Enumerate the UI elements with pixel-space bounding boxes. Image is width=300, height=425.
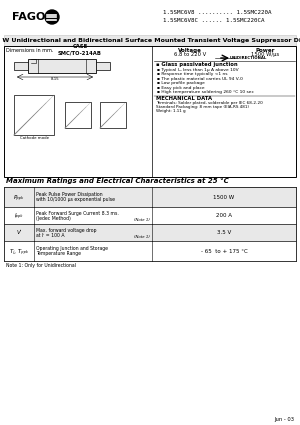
Text: (Jedec Method): (Jedec Method) xyxy=(36,215,71,221)
Text: Iₚₚₖ: Iₚₚₖ xyxy=(15,213,23,218)
Text: (Note 1): (Note 1) xyxy=(134,235,150,239)
Bar xyxy=(14,62,28,70)
Bar xyxy=(65,102,91,128)
Circle shape xyxy=(45,10,59,24)
Bar xyxy=(100,102,126,128)
Text: Pₚₚₖ: Pₚₚₖ xyxy=(14,195,24,199)
Bar xyxy=(0,0,300,35)
Text: Operating Junction and Storage: Operating Junction and Storage xyxy=(36,246,108,251)
Text: 1.5SMC6V8C ...... 1.5SMC220CA: 1.5SMC6V8C ...... 1.5SMC220CA xyxy=(163,17,265,23)
Text: UNIDIRECTIONAL: UNIDIRECTIONAL xyxy=(229,56,267,60)
Text: Peak Pulse Power Dissipation: Peak Pulse Power Dissipation xyxy=(36,192,103,197)
Bar xyxy=(28,59,96,73)
Text: Max. forward voltage drop: Max. forward voltage drop xyxy=(36,227,97,232)
Text: ▪ High temperature soldering 260 °C 10 sec: ▪ High temperature soldering 260 °C 10 s… xyxy=(157,90,254,94)
Text: 1500 W/μs: 1500 W/μs xyxy=(251,52,279,57)
Text: Jun - 03: Jun - 03 xyxy=(274,416,294,422)
Text: CASE
SMC/TO-214AB: CASE SMC/TO-214AB xyxy=(58,44,102,56)
Text: Power: Power xyxy=(255,48,275,53)
Bar xyxy=(4,35,296,46)
Text: 8.15: 8.15 xyxy=(51,76,59,80)
Bar xyxy=(4,241,296,261)
Text: 6.8 to 220 V: 6.8 to 220 V xyxy=(174,52,206,57)
Text: Weight: 1.11 g: Weight: 1.11 g xyxy=(156,109,186,113)
Text: Dimensions in mm.: Dimensions in mm. xyxy=(6,48,53,53)
Text: ▪ Low profile package: ▪ Low profile package xyxy=(157,81,205,85)
Text: ▪ Typical Iₘ less than 1μ A above 10V: ▪ Typical Iₘ less than 1μ A above 10V xyxy=(157,68,238,71)
Text: (Note 1): (Note 1) xyxy=(134,218,150,222)
Text: with 10/1000 μs exponential pulse: with 10/1000 μs exponential pulse xyxy=(36,197,115,202)
Text: ▪ Glass passivated junction: ▪ Glass passivated junction xyxy=(156,62,238,67)
Text: Cathode mode: Cathode mode xyxy=(20,136,49,140)
Text: Peak Forward Surge Current 8.3 ms.: Peak Forward Surge Current 8.3 ms. xyxy=(36,210,119,215)
Text: Terminals: Solder plated, solderable per IEC 68-2-20: Terminals: Solder plated, solderable per… xyxy=(156,101,263,105)
Text: Temperature Range: Temperature Range xyxy=(36,251,81,256)
Text: at Iⁱ = 100 A: at Iⁱ = 100 A xyxy=(36,232,64,238)
Text: MECHANICAL DATA: MECHANICAL DATA xyxy=(156,96,212,101)
Text: ▪ Response time typically <1 ns: ▪ Response time typically <1 ns xyxy=(157,72,227,76)
Text: - 65  to + 175 °C: - 65 to + 175 °C xyxy=(201,249,248,253)
Text: Tⱼ, Tₚₚₖ: Tⱼ, Tₚₚₖ xyxy=(10,249,28,253)
Text: ▪ The plastic material carries UL 94 V-0: ▪ The plastic material carries UL 94 V-0 xyxy=(157,76,243,80)
Text: Note 1: Only for Unidirectional: Note 1: Only for Unidirectional xyxy=(6,264,76,269)
Bar xyxy=(14,95,54,135)
Text: Voltage: Voltage xyxy=(178,48,202,53)
Text: 1500 W Unidirectional and Bidirectional Surface Mounted Transient Voltage Suppre: 1500 W Unidirectional and Bidirectional … xyxy=(0,38,300,43)
Bar xyxy=(4,207,296,224)
Text: Standard Packaging: 8 mm tape (EIA-RS 481): Standard Packaging: 8 mm tape (EIA-RS 48… xyxy=(156,105,249,109)
Bar xyxy=(4,187,296,261)
Text: FAGOR: FAGOR xyxy=(12,12,54,22)
Text: 1.5SMC6V8 .......... 1.5SMC220A: 1.5SMC6V8 .......... 1.5SMC220A xyxy=(163,9,272,14)
Text: 200 A: 200 A xyxy=(216,213,232,218)
Text: Maximum Ratings and Electrical Characteristics at 25 °C: Maximum Ratings and Electrical Character… xyxy=(6,178,229,184)
Text: 1500 W: 1500 W xyxy=(213,195,235,199)
Bar xyxy=(4,224,296,241)
Bar xyxy=(96,62,110,70)
Text: Vⁱ: Vⁱ xyxy=(16,230,21,235)
Text: 3.5 V: 3.5 V xyxy=(217,230,231,235)
Bar xyxy=(4,46,296,177)
Bar xyxy=(4,187,296,207)
Text: ▪ Easy pick and place: ▪ Easy pick and place xyxy=(157,85,205,90)
